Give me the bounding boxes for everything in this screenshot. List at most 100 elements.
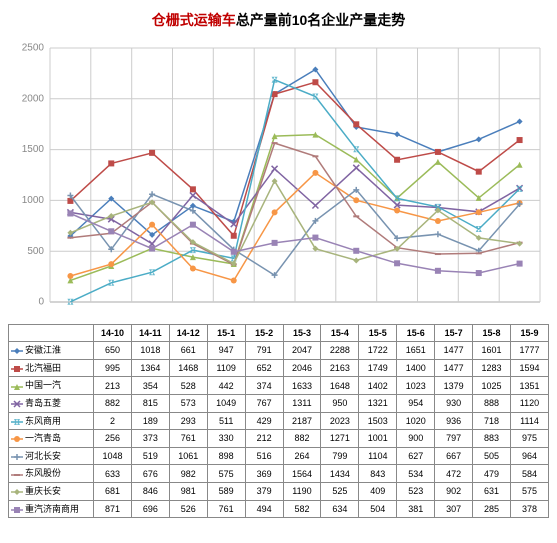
- data-cell: 330: [207, 430, 245, 448]
- series-marker-icon: [11, 432, 23, 446]
- table-row: 东风商用218929351142921872023150310209367181…: [9, 412, 549, 430]
- table-row: 中国一汽213354528442374163316481402102313791…: [9, 377, 549, 395]
- data-cell: 888: [473, 394, 511, 412]
- data-cell: 761: [207, 500, 245, 518]
- data-cell: 519: [131, 447, 169, 465]
- data-cell: 975: [510, 430, 548, 448]
- data-cell: 589: [207, 483, 245, 501]
- chart-title: 仓栅式运输车总产量前10名企业产量走势: [8, 10, 549, 30]
- series-marker-icon: [11, 361, 23, 375]
- data-cell: 1648: [321, 377, 359, 395]
- data-cell: 582: [283, 500, 321, 518]
- data-cell: 1749: [359, 359, 397, 377]
- table-row: 一汽青岛256373761330212882127110019007978839…: [9, 430, 549, 448]
- series-label: 青岛五菱: [9, 394, 94, 412]
- data-cell: 1722: [359, 342, 397, 360]
- data-cell: 871: [94, 500, 132, 518]
- data-cell: 882: [283, 430, 321, 448]
- series-label: 安徽江淮: [9, 342, 94, 360]
- data-cell: 1114: [510, 412, 548, 430]
- data-cell: 1594: [510, 359, 548, 377]
- data-cell: 2046: [283, 359, 321, 377]
- data-cell: 1109: [207, 359, 245, 377]
- col-header: 15-5: [359, 325, 397, 342]
- data-cell: 1601: [473, 342, 511, 360]
- data-cell: 661: [169, 342, 207, 360]
- svg-text:1000: 1000: [22, 195, 45, 206]
- col-header: 15-4: [321, 325, 359, 342]
- data-cell: 681: [94, 483, 132, 501]
- data-cell: 650: [94, 342, 132, 360]
- data-cell: 982: [169, 465, 207, 483]
- data-cell: 504: [359, 500, 397, 518]
- data-cell: 1402: [359, 377, 397, 395]
- data-cell: 381: [397, 500, 435, 518]
- data-cell: 256: [94, 430, 132, 448]
- series-marker-icon: [11, 397, 23, 411]
- series-marker-icon: [11, 502, 23, 516]
- data-cell: 954: [397, 394, 435, 412]
- data-cell: 652: [245, 359, 283, 377]
- data-cell: 523: [397, 483, 435, 501]
- table-row: 北汽福田995136414681109652204621631749140014…: [9, 359, 549, 377]
- data-cell: 1651: [397, 342, 435, 360]
- data-cell: 307: [435, 500, 473, 518]
- data-cell: 936: [435, 412, 473, 430]
- data-cell: 981: [169, 483, 207, 501]
- col-header: 15-9: [510, 325, 548, 342]
- data-cell: 494: [245, 500, 283, 518]
- data-cell: 354: [131, 377, 169, 395]
- data-cell: 1001: [359, 430, 397, 448]
- data-cell: 213: [94, 377, 132, 395]
- data-cell: 293: [169, 412, 207, 430]
- data-cell: 1048: [94, 447, 132, 465]
- series-label: 东风商用: [9, 412, 94, 430]
- series-label: 重庆长安: [9, 483, 94, 501]
- data-cell: 1503: [359, 412, 397, 430]
- series-marker-icon: [11, 379, 23, 393]
- col-header: 14-10: [94, 325, 132, 342]
- data-cell: 429: [245, 412, 283, 430]
- data-cell: 930: [435, 394, 473, 412]
- data-cell: 882: [94, 394, 132, 412]
- data-cell: 1477: [435, 342, 473, 360]
- data-cell: 1061: [169, 447, 207, 465]
- data-cell: 631: [473, 483, 511, 501]
- series-marker-icon: [11, 344, 23, 358]
- chart-plot-area: 05001000150020002500: [8, 40, 549, 320]
- data-cell: 843: [359, 465, 397, 483]
- data-cell: 846: [131, 483, 169, 501]
- series-marker-icon: [11, 485, 23, 499]
- data-cell: 696: [131, 500, 169, 518]
- data-cell: 525: [321, 483, 359, 501]
- data-cell: 2163: [321, 359, 359, 377]
- table-row: 安徽江淮650101866194779120472288172216511477…: [9, 342, 549, 360]
- data-cell: 516: [245, 447, 283, 465]
- data-cell: 1283: [473, 359, 511, 377]
- data-cell: 526: [169, 500, 207, 518]
- data-cell: 2187: [283, 412, 321, 430]
- data-cell: 534: [397, 465, 435, 483]
- data-cell: 2047: [283, 342, 321, 360]
- chart-container: { "title_parts": { "highlight": "仓栅式运输车"…: [0, 0, 557, 543]
- data-cell: 1400: [397, 359, 435, 377]
- line-chart-svg: 05001000150020002500: [8, 40, 548, 320]
- data-cell: 1477: [435, 359, 473, 377]
- data-cell: 1025: [473, 377, 511, 395]
- data-cell: 479: [473, 465, 511, 483]
- data-cell: 472: [435, 465, 473, 483]
- data-cell: 1311: [283, 394, 321, 412]
- data-cell: 285: [473, 500, 511, 518]
- col-header: 15-6: [397, 325, 435, 342]
- data-cell: 902: [435, 483, 473, 501]
- data-cell: 1468: [169, 359, 207, 377]
- data-cell: 442: [207, 377, 245, 395]
- data-cell: 947: [207, 342, 245, 360]
- col-header: 15-1: [207, 325, 245, 342]
- data-cell: 379: [245, 483, 283, 501]
- series-marker-icon: [11, 449, 23, 463]
- series-label: 一汽青岛: [9, 430, 94, 448]
- data-cell: 1020: [397, 412, 435, 430]
- series-label: 河北长安: [9, 447, 94, 465]
- data-cell: 1379: [435, 377, 473, 395]
